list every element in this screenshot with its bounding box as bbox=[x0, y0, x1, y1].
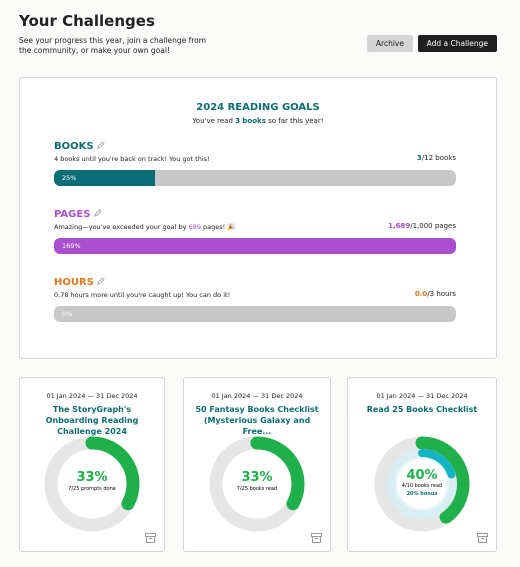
progress-ring: 33%7/25 prompts done bbox=[44, 436, 140, 532]
reading-goals: 2024 READING GOALS You've read 3 books s… bbox=[19, 77, 497, 359]
goal: BOOKS 4 books until you're back on track… bbox=[54, 141, 456, 186]
progress-fill bbox=[54, 238, 456, 254]
goal-name: PAGES bbox=[54, 209, 456, 220]
message-text: pages! 🎉 bbox=[200, 223, 236, 231]
message-text: Amazing—you've exceeded your goal by bbox=[54, 223, 189, 231]
text: You've read bbox=[192, 117, 236, 125]
edit-icon[interactable] bbox=[94, 209, 102, 217]
progress-track: 169% bbox=[54, 238, 456, 254]
inner-core bbox=[397, 459, 447, 509]
percent-label: 40% bbox=[406, 468, 437, 483]
archive-icon[interactable] bbox=[311, 533, 322, 543]
dates: 01 Jan 2024 — 31 Dec 2024 bbox=[376, 392, 468, 400]
goal-ratio: 1,689/1,000 pages bbox=[388, 222, 456, 230]
goal: PAGES Amazing—you've exceeded your goal … bbox=[54, 209, 456, 254]
progress-ring: 40%4/10 books read 20% bonus bbox=[374, 436, 470, 532]
message-text: 0.78 hours more until you're caught up! … bbox=[54, 291, 231, 299]
percent-label: 33% bbox=[76, 470, 107, 485]
challenge-card[interactable]: 01 Jan 2024 — 31 Dec 2024 Read 25 Books C… bbox=[347, 377, 497, 552]
progress-label: 0% bbox=[62, 310, 73, 318]
bonus-label: 20% bonus bbox=[407, 491, 438, 497]
current: 1,689 bbox=[388, 222, 411, 230]
message-text: 4 books until you're back on track! You … bbox=[54, 155, 210, 163]
progress-track: 25% bbox=[54, 170, 456, 186]
detail: 4/10 books read bbox=[402, 483, 442, 489]
goal-message: 4 books until you're back on track! You … bbox=[54, 155, 456, 163]
add-challenge-button[interactable]: Add a Challenge bbox=[417, 35, 497, 52]
ring-fill bbox=[209, 436, 305, 532]
bonus-fill bbox=[387, 449, 457, 519]
progress-label: 25% bbox=[62, 174, 77, 182]
goal-name: BOOKS bbox=[54, 141, 456, 152]
edit-icon[interactable] bbox=[97, 141, 105, 149]
archive-icon[interactable] bbox=[477, 533, 488, 543]
highlight: 3 books bbox=[235, 117, 266, 125]
challenge-card[interactable]: 01 Jan 2024 — 31 Dec 2024 The StoryGraph'… bbox=[19, 377, 165, 552]
current: 3 bbox=[416, 154, 422, 162]
goals-title: 2024 READING GOALS bbox=[196, 102, 320, 113]
text: so far this year! bbox=[265, 117, 324, 125]
challenge-card[interactable]: 01 Jan 2024 — 31 Dec 2024 50 Fantasy Book… bbox=[183, 377, 331, 552]
message-text: 689 bbox=[188, 223, 201, 231]
goal-label: BOOKS bbox=[54, 141, 94, 152]
target: /12 books bbox=[421, 154, 456, 162]
goal-label: PAGES bbox=[54, 209, 91, 220]
challenge-title: The StoryGraph's Onboarding Reading Chal… bbox=[45, 405, 139, 437]
target: /3 hours bbox=[427, 290, 456, 298]
archive-icon[interactable] bbox=[145, 533, 156, 543]
ring-fill bbox=[374, 436, 470, 532]
goal-ratio: 0.0/3 hours bbox=[415, 290, 456, 298]
edit-icon[interactable] bbox=[97, 277, 105, 285]
goals-summary: You've read 3 books so far this year! bbox=[20, 117, 496, 125]
goal-label: HOURS bbox=[54, 277, 94, 288]
challenge-title: 50 Fantasy Books Checklist (Mysterious G… bbox=[195, 405, 319, 437]
detail: 7/25 prompts done bbox=[68, 486, 116, 492]
challenge-title: Read 25 Books Checklist bbox=[366, 405, 478, 414]
progress-label: 169% bbox=[62, 242, 81, 250]
goal-name: HOURS bbox=[54, 277, 456, 288]
goal-ratio: 3/12 books bbox=[417, 154, 456, 162]
percent-label: 33% bbox=[241, 470, 272, 485]
subtitle: See your progress this year, join a chal… bbox=[19, 36, 207, 55]
goal: HOURS 0.78 hours more until you're caugh… bbox=[54, 277, 456, 322]
target: /1,000 pages bbox=[410, 222, 456, 230]
ring-fill bbox=[44, 436, 140, 532]
progress-fill bbox=[54, 170, 155, 186]
progress-ring: 33%7/25 books read bbox=[209, 436, 305, 532]
archive-button[interactable]: Archive bbox=[366, 35, 413, 52]
goal-message: Amazing—you've exceeded your goal by 689… bbox=[54, 223, 456, 231]
dates: 01 Jan 2024 — 31 Dec 2024 bbox=[211, 392, 303, 400]
detail: 7/25 books read bbox=[237, 486, 277, 492]
goal-message: 0.78 hours more until you're caught up! … bbox=[54, 291, 456, 299]
progress-track: 0% bbox=[54, 306, 456, 322]
page-title: Your Challenges bbox=[19, 12, 155, 30]
current: 0.0 bbox=[414, 290, 428, 298]
dates: 01 Jan 2024 — 31 Dec 2024 bbox=[46, 392, 138, 400]
header: Your Challenges See your progress this y… bbox=[19, 12, 497, 56]
